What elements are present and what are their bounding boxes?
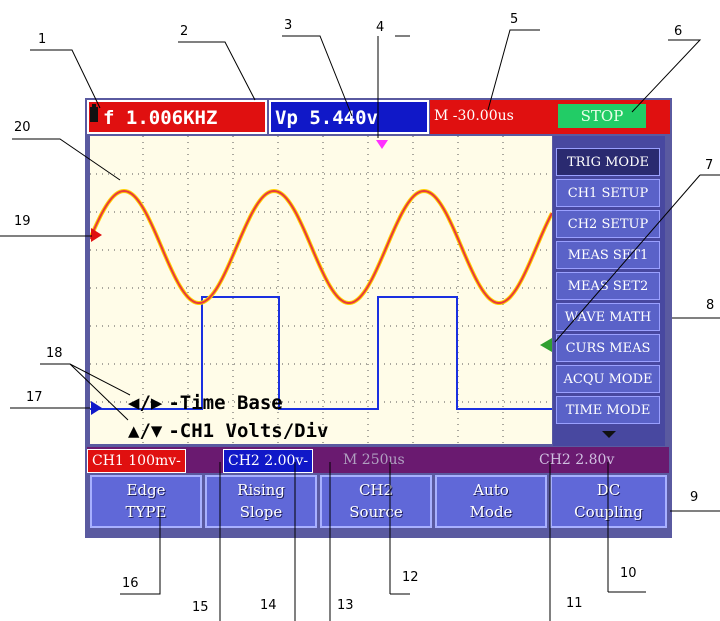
ch1-level-marker-icon [91, 228, 102, 242]
ch2-level-marker-icon [91, 401, 102, 415]
time-offset-readout: M -30.00us [430, 100, 552, 134]
callout-20: 20 [14, 120, 31, 135]
softkey-type-label: TYPE [125, 503, 167, 521]
callout-18: 18 [46, 346, 63, 361]
vpp-value: Vp 5.440v [275, 107, 378, 129]
menu-item-time-mode[interactable]: TIME MODE [556, 396, 660, 424]
left-right-arrows-icon: ◀/▶ [128, 392, 163, 414]
menu-item-meas-set2[interactable]: MEAS SET2 [556, 272, 660, 300]
softkey-source[interactable]: CH2 Source [320, 475, 432, 528]
menu-item-ch2-setup[interactable]: CH2 SETUP [556, 210, 660, 238]
softkey-slope-value: Rising [237, 481, 285, 499]
menu-item-meas-set1[interactable]: MEAS SET1 [556, 241, 660, 269]
up-down-arrows-icon: ▲/▼ [128, 420, 163, 442]
help-line-timebase: ◀/▶ -Time Base [128, 392, 283, 414]
timebase-readout: M 250us [343, 452, 405, 468]
frequency-readout: f 1.006KHZ [87, 100, 267, 134]
softkey-slope[interactable]: Rising Slope [205, 475, 317, 528]
side-menu: TRIG MODE CH1 SETUP CH2 SETUP MEAS SET1 … [553, 136, 665, 446]
menu-item-ch1-setup[interactable]: CH1 SETUP [556, 179, 660, 207]
menu-more-icon[interactable] [602, 431, 616, 439]
callout-17: 17 [26, 390, 43, 405]
callout-8: 8 [706, 298, 715, 313]
ch2-scale-badge: CH2 2.00v- [223, 449, 314, 473]
softkey-source-value: CH2 [358, 481, 394, 499]
callout-3: 3 [284, 18, 293, 33]
softkey-bar: Edge TYPE Rising Slope CH2 Source Auto M… [87, 475, 669, 530]
callout-15: 15 [192, 600, 209, 615]
battery-icon [90, 104, 98, 122]
menu-item-curs-meas[interactable]: CURS MEAS [556, 334, 660, 362]
softkey-source-label: Source [349, 503, 403, 521]
frequency-value: f 1.006KHZ [103, 107, 218, 129]
run-state-area: STOP [552, 100, 670, 134]
callout-9: 9 [690, 490, 699, 505]
softkey-coupling[interactable]: DC Coupling [550, 475, 667, 528]
waveform-display [90, 136, 552, 444]
trigger-level-readout: CH2 2.80v [539, 452, 615, 468]
help-line-volts: ▲/▼ -CH1 Volts/Div [128, 420, 328, 442]
menu-item-trig-mode[interactable]: TRIG MODE [556, 148, 660, 176]
ch1-scale-badge: CH1 100mv- [87, 449, 186, 473]
help-timebase-label: -Time Base [168, 392, 283, 414]
callout-11: 11 [566, 596, 583, 611]
graticule [90, 136, 552, 444]
callout-2: 2 [180, 24, 189, 39]
softkey-mode-value: Auto [473, 481, 509, 499]
callout-1: 1 [38, 32, 47, 47]
callout-10: 10 [620, 566, 637, 581]
callout-7: 7 [705, 158, 714, 173]
softkey-coupling-value: DC [596, 481, 621, 499]
callout-5: 5 [510, 12, 519, 27]
trigger-level-marker-icon [540, 338, 552, 352]
time-offset-value: M -30.00us [434, 108, 514, 124]
callout-4: 4 [376, 20, 385, 35]
trigger-position-icon [376, 140, 388, 149]
vpp-readout: Vp 5.440v [269, 100, 429, 134]
menu-item-acqu-mode[interactable]: ACQU MODE [556, 365, 660, 393]
status-bar: CH1 100mv- CH2 2.00v- M 250us CH2 2.80v [87, 447, 669, 473]
softkey-coupling-label: Coupling [574, 503, 643, 521]
softkey-mode[interactable]: Auto Mode [435, 475, 547, 528]
softkey-type-value: Edge [126, 481, 166, 499]
callout-6: 6 [674, 24, 683, 39]
callout-12: 12 [402, 570, 419, 585]
help-volts-label: -CH1 Volts/Div [168, 420, 329, 442]
softkey-mode-label: Mode [469, 503, 513, 521]
callout-14: 14 [260, 598, 277, 613]
callout-13: 13 [337, 598, 354, 613]
ch1-waveform [90, 189, 552, 304]
callout-16: 16 [122, 576, 139, 591]
softkey-type[interactable]: Edge TYPE [90, 475, 202, 528]
menu-item-wave-math[interactable]: WAVE MATH [556, 303, 660, 331]
run-state-badge[interactable]: STOP [558, 104, 646, 128]
softkey-slope-label: Slope [239, 503, 283, 521]
ch2-waveform [90, 296, 552, 410]
callout-19: 19 [14, 214, 31, 229]
